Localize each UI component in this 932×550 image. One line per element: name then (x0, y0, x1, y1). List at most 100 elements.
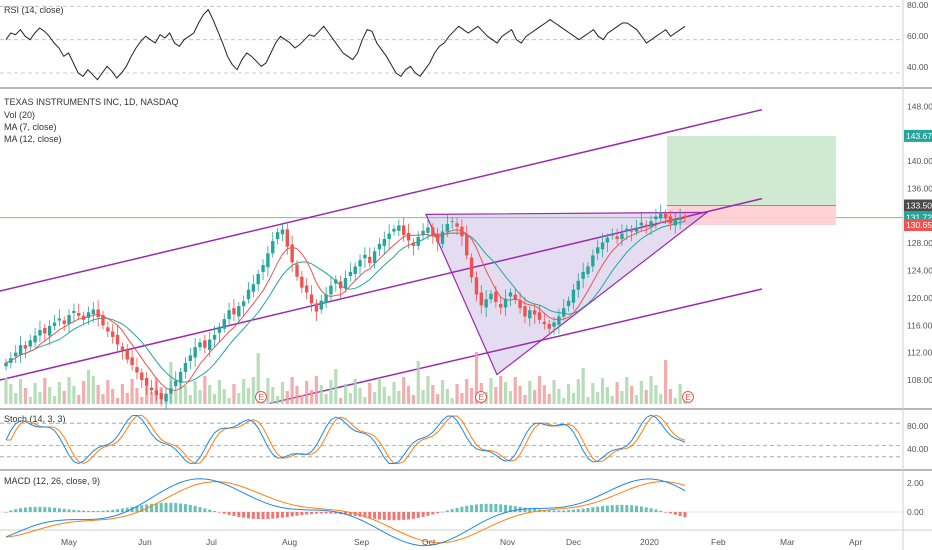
candle-body (363, 254, 367, 259)
candle-body (9, 358, 13, 363)
price-tag-label: 143.67 (906, 131, 932, 141)
earnings-marker (475, 391, 487, 403)
volume-bar (227, 398, 231, 404)
candle-body (106, 327, 110, 332)
candle-body (353, 266, 357, 274)
candle-body (382, 239, 386, 246)
volume-bar (285, 391, 289, 404)
macd-histogram-bar (392, 512, 396, 521)
volume-bar (96, 385, 100, 404)
macd-histogram-bar (57, 508, 61, 512)
rsi-tick: 40.00 (907, 62, 929, 72)
candle-body (111, 331, 115, 337)
volume-bar (4, 378, 8, 404)
volume-bar (450, 398, 454, 404)
volume-bar (198, 390, 202, 404)
instrument-title: TEXAS INSTRUMENTS INC, 1D, NASDAQ (4, 97, 179, 107)
macd-histogram-bar (256, 512, 260, 520)
rsi-line (5, 8, 686, 81)
time-axis-tick: Oct (422, 537, 436, 547)
macd-histogram-bar (382, 512, 386, 520)
volume-bar (52, 396, 57, 404)
macd-histogram-bar (159, 502, 163, 512)
volume-bar (620, 391, 624, 404)
candle-body (86, 312, 91, 318)
candle-body (358, 260, 362, 267)
volume-bar (125, 393, 129, 404)
volume-bar (222, 389, 226, 404)
candle-body (557, 316, 561, 325)
volume-bar (111, 389, 115, 404)
macd-histogram-bar (72, 509, 76, 512)
macd-histogram-bar (19, 508, 23, 512)
macd-histogram-bar (290, 512, 294, 517)
macd-histogram-bar (169, 502, 173, 512)
candle-body (562, 308, 566, 317)
macd-histogram-bar (494, 503, 498, 512)
volume-bar (571, 393, 576, 404)
candle-body (295, 264, 299, 277)
candle-body (57, 318, 62, 321)
volume-bar (397, 391, 401, 404)
volume-bar (38, 392, 42, 404)
candle-body (81, 315, 86, 320)
candle-body (183, 362, 188, 372)
macd-tick: 0.00 (907, 507, 924, 517)
macd-histogram-bar (53, 507, 56, 512)
macd-histogram-bar (261, 512, 265, 520)
macd-histogram-bar (125, 507, 129, 512)
macd-histogram-bar (387, 512, 391, 521)
macd-histogram-bar (649, 508, 653, 512)
macd-histogram-bar (533, 508, 537, 512)
earnings-marker-label: E (685, 392, 691, 402)
macd-histogram-bar (4, 512, 8, 513)
volume-bar (445, 389, 449, 404)
macd-signal-line (5, 481, 686, 544)
macd-histogram-bar (314, 512, 318, 514)
volume-bar (324, 394, 328, 404)
candle-body (77, 312, 81, 316)
macd-histogram-bar (106, 510, 110, 512)
candle-body (275, 232, 280, 240)
volume-bar (615, 382, 619, 404)
macd-histogram-bar (111, 509, 115, 512)
candle-body (14, 352, 18, 357)
macd-histogram-bar (567, 510, 571, 512)
candle-body (343, 278, 348, 289)
volume-bar (678, 384, 682, 404)
earnings-marker-label: E (478, 392, 484, 402)
candle-body (290, 244, 294, 263)
volume-bar (106, 380, 110, 404)
macd-histogram-bar (271, 512, 275, 519)
volume-bar (581, 368, 585, 404)
volume-bar (474, 352, 479, 404)
macd-histogram-bar (363, 512, 367, 518)
volume-bar (382, 387, 386, 404)
volume-bar (232, 384, 236, 404)
volume-bar (237, 393, 241, 404)
volume-bar (634, 395, 639, 404)
channel-lower-line (269, 288, 763, 405)
macd-histogram-bar (673, 512, 677, 515)
volume-bar (28, 397, 32, 404)
profit-zone (667, 135, 836, 206)
macd-histogram-bar (426, 512, 430, 516)
macd-histogram-bar (33, 506, 37, 512)
macd-histogram-bar (552, 510, 556, 512)
candle-body (251, 284, 256, 292)
volume-bar (552, 380, 556, 404)
time-axis-tick: May (61, 537, 78, 547)
candle-body (678, 217, 682, 220)
candle-body (392, 228, 396, 232)
volume-bar (188, 395, 192, 404)
candle-body (426, 227, 430, 233)
time-axis-tick: Mar (780, 537, 795, 547)
candle-body (591, 255, 595, 267)
volume-bar (242, 379, 246, 404)
volume-bar (489, 378, 493, 404)
macd-histogram-bar (183, 504, 187, 512)
volume-bar (203, 376, 207, 404)
stop-zone (667, 205, 836, 226)
price-axis-tick: 108.00 (907, 375, 932, 385)
